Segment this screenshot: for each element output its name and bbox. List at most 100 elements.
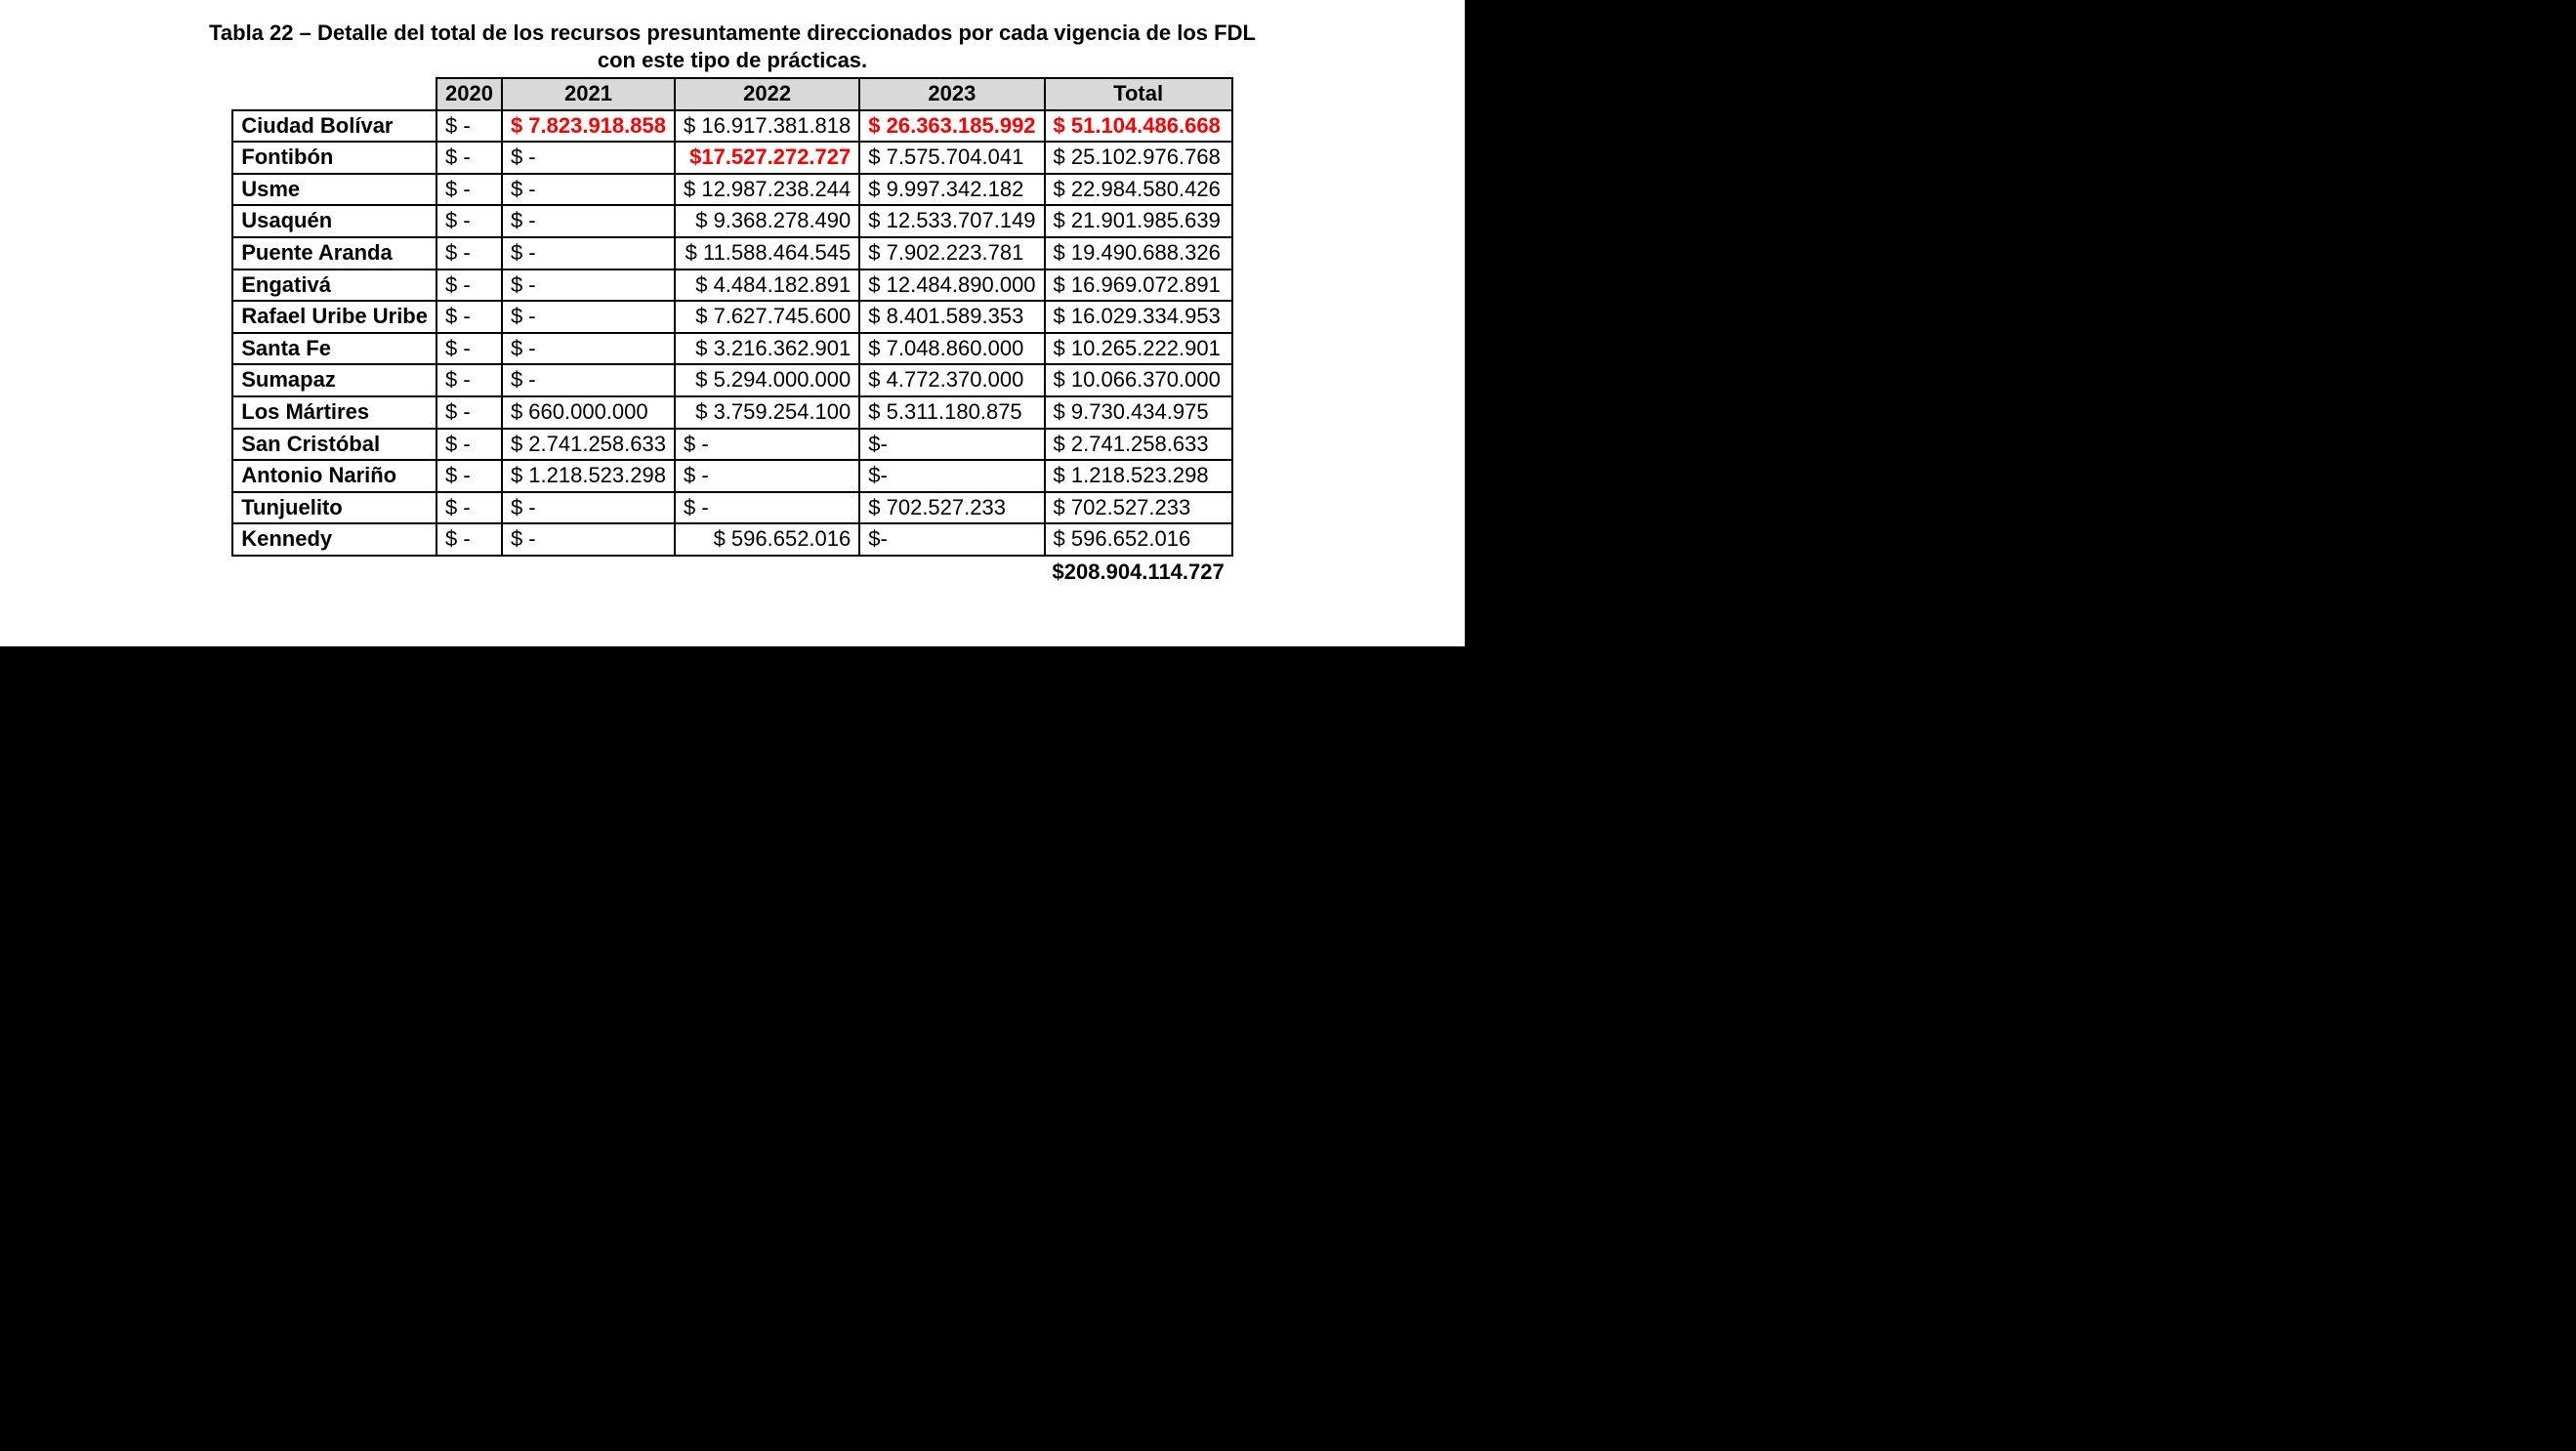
cell: $ 5.311.180.875 xyxy=(859,396,1044,429)
cell: $ 7.823.918.858 xyxy=(502,110,675,143)
grand-total-value: $208.904.114.727 xyxy=(1045,556,1232,588)
cell: $ 1.218.523.298 xyxy=(502,460,675,492)
cell: $ 51.104.486.668 xyxy=(1045,110,1232,143)
grand-total-spacer xyxy=(859,556,1044,588)
cell: $ 16.917.381.818 xyxy=(675,110,859,143)
cell: $ 596.652.016 xyxy=(675,523,859,556)
cell: $ - xyxy=(436,205,502,237)
cell: $ 9.730.434.975 xyxy=(1045,396,1232,429)
cell: $ 10.265.222.901 xyxy=(1045,333,1232,365)
table-row: Tunjuelito$ -$ -$ -$ 702.527.233$ 702.52… xyxy=(232,492,1231,524)
resources-table: 2020 2021 2022 2023 Total Ciudad Bolívar… xyxy=(231,77,1232,588)
cell: $ 3.759.254.100 xyxy=(675,396,859,429)
cell: $ - xyxy=(502,301,675,333)
cell: $ 702.527.233 xyxy=(859,492,1044,524)
cell: $ 19.490.688.326 xyxy=(1045,237,1232,269)
cell: $ - xyxy=(436,142,502,174)
cell: $ - xyxy=(436,301,502,333)
cell: $ 9.997.342.182 xyxy=(859,174,1044,206)
cell: $ 1.218.523.298 xyxy=(1045,460,1232,492)
cell: $ 3.216.362.901 xyxy=(675,333,859,365)
cell: $- xyxy=(859,429,1044,461)
table-body: Ciudad Bolívar$ -$ 7.823.918.858$ 16.917… xyxy=(232,110,1231,588)
row-label: Usaquén xyxy=(232,205,436,237)
row-label: Puente Aranda xyxy=(232,237,436,269)
cell: $ - xyxy=(436,174,502,206)
cell: $ 5.294.000.000 xyxy=(675,364,859,396)
table-row: Los Mártires$ -$ 660.000.000$ 3.759.254.… xyxy=(232,396,1231,429)
row-label: Usme xyxy=(232,174,436,206)
grand-total-row: $208.904.114.727 xyxy=(232,556,1231,588)
row-label: Tunjuelito xyxy=(232,492,436,524)
cell: $ - xyxy=(502,269,675,302)
row-label: San Cristóbal xyxy=(232,429,436,461)
cell: $ - xyxy=(436,429,502,461)
cell: $ - xyxy=(436,110,502,143)
cell: $ - xyxy=(436,333,502,365)
row-label: Los Mártires xyxy=(232,396,436,429)
row-label: Ciudad Bolívar xyxy=(232,110,436,143)
cell: $ 22.984.580.426 xyxy=(1045,174,1232,206)
cell: $ - xyxy=(675,460,859,492)
grand-total-spacer xyxy=(502,556,675,588)
cell: $- xyxy=(859,523,1044,556)
row-label: Antonio Nariño xyxy=(232,460,436,492)
table-row: Fontibón$ -$ -$17.527.272.727$ 7.575.704… xyxy=(232,142,1231,174)
cell: $ 8.401.589.353 xyxy=(859,301,1044,333)
cell: $ 16.969.072.891 xyxy=(1045,269,1232,302)
cell: $ - xyxy=(436,269,502,302)
row-label: Engativá xyxy=(232,269,436,302)
cell: $ - xyxy=(502,333,675,365)
table-row: Engativá$ -$ -$ 4.484.182.891$ 12.484.89… xyxy=(232,269,1231,302)
row-label: Santa Fe xyxy=(232,333,436,365)
cell: $ 7.575.704.041 xyxy=(859,142,1044,174)
header-2022: 2022 xyxy=(675,78,859,110)
cell: $ 596.652.016 xyxy=(1045,523,1232,556)
cell: $ - xyxy=(436,523,502,556)
cell: $ 7.048.860.000 xyxy=(859,333,1044,365)
cell: $ 2.741.258.633 xyxy=(502,429,675,461)
cell: $ 7.902.223.781 xyxy=(859,237,1044,269)
table-title: Tabla 22 – Detalle del total de los recu… xyxy=(195,20,1269,73)
cell: $ - xyxy=(502,142,675,174)
cell: $ - xyxy=(502,523,675,556)
row-label: Kennedy xyxy=(232,523,436,556)
cell: $ - xyxy=(675,429,859,461)
table-row: Rafael Uribe Uribe$ -$ -$ 7.627.745.600$… xyxy=(232,301,1231,333)
row-label: Sumapaz xyxy=(232,364,436,396)
cell: $ 12.484.890.000 xyxy=(859,269,1044,302)
cell: $ - xyxy=(436,237,502,269)
cell: $ 16.029.334.953 xyxy=(1045,301,1232,333)
table-row: Santa Fe$ -$ -$ 3.216.362.901$ 7.048.860… xyxy=(232,333,1231,365)
table-row: Ciudad Bolívar$ -$ 7.823.918.858$ 16.917… xyxy=(232,110,1231,143)
cell: $ 9.368.278.490 xyxy=(675,205,859,237)
cell: $ 7.627.745.600 xyxy=(675,301,859,333)
row-label: Rafael Uribe Uribe xyxy=(232,301,436,333)
cell: $ - xyxy=(436,492,502,524)
cell: $ - xyxy=(502,205,675,237)
grand-total-spacer xyxy=(436,556,502,588)
grand-total-spacer xyxy=(675,556,859,588)
table-row: Usme$ -$ -$ 12.987.238.244$ 9.997.342.18… xyxy=(232,174,1231,206)
cell: $17.527.272.727 xyxy=(675,142,859,174)
table-row: Usaquén$ -$ -$ 9.368.278.490$ 12.533.707… xyxy=(232,205,1231,237)
cell: $ 12.533.707.149 xyxy=(859,205,1044,237)
row-label: Fontibón xyxy=(232,142,436,174)
cell: $ - xyxy=(436,396,502,429)
header-2021: 2021 xyxy=(502,78,675,110)
cell: $ 12.987.238.244 xyxy=(675,174,859,206)
cell: $ - xyxy=(502,174,675,206)
table-row: Puente Aranda$ -$ -$ 11.588.464.545$ 7.9… xyxy=(232,237,1231,269)
cell: $ - xyxy=(675,492,859,524)
header-2023: 2023 xyxy=(859,78,1044,110)
cell: $ 25.102.976.768 xyxy=(1045,142,1232,174)
table-row: Antonio Nariño$ -$ 1.218.523.298$ -$-$ 1… xyxy=(232,460,1231,492)
cell: $ 21.901.985.639 xyxy=(1045,205,1232,237)
cell: $ - xyxy=(436,364,502,396)
cell: $ 660.000.000 xyxy=(502,396,675,429)
cell: $ 10.066.370.000 xyxy=(1045,364,1232,396)
table-row: San Cristóbal$ -$ 2.741.258.633$ -$-$ 2.… xyxy=(232,429,1231,461)
cell: $ 26.363.185.992 xyxy=(859,110,1044,143)
cell: $ - xyxy=(502,364,675,396)
cell: $ - xyxy=(502,492,675,524)
